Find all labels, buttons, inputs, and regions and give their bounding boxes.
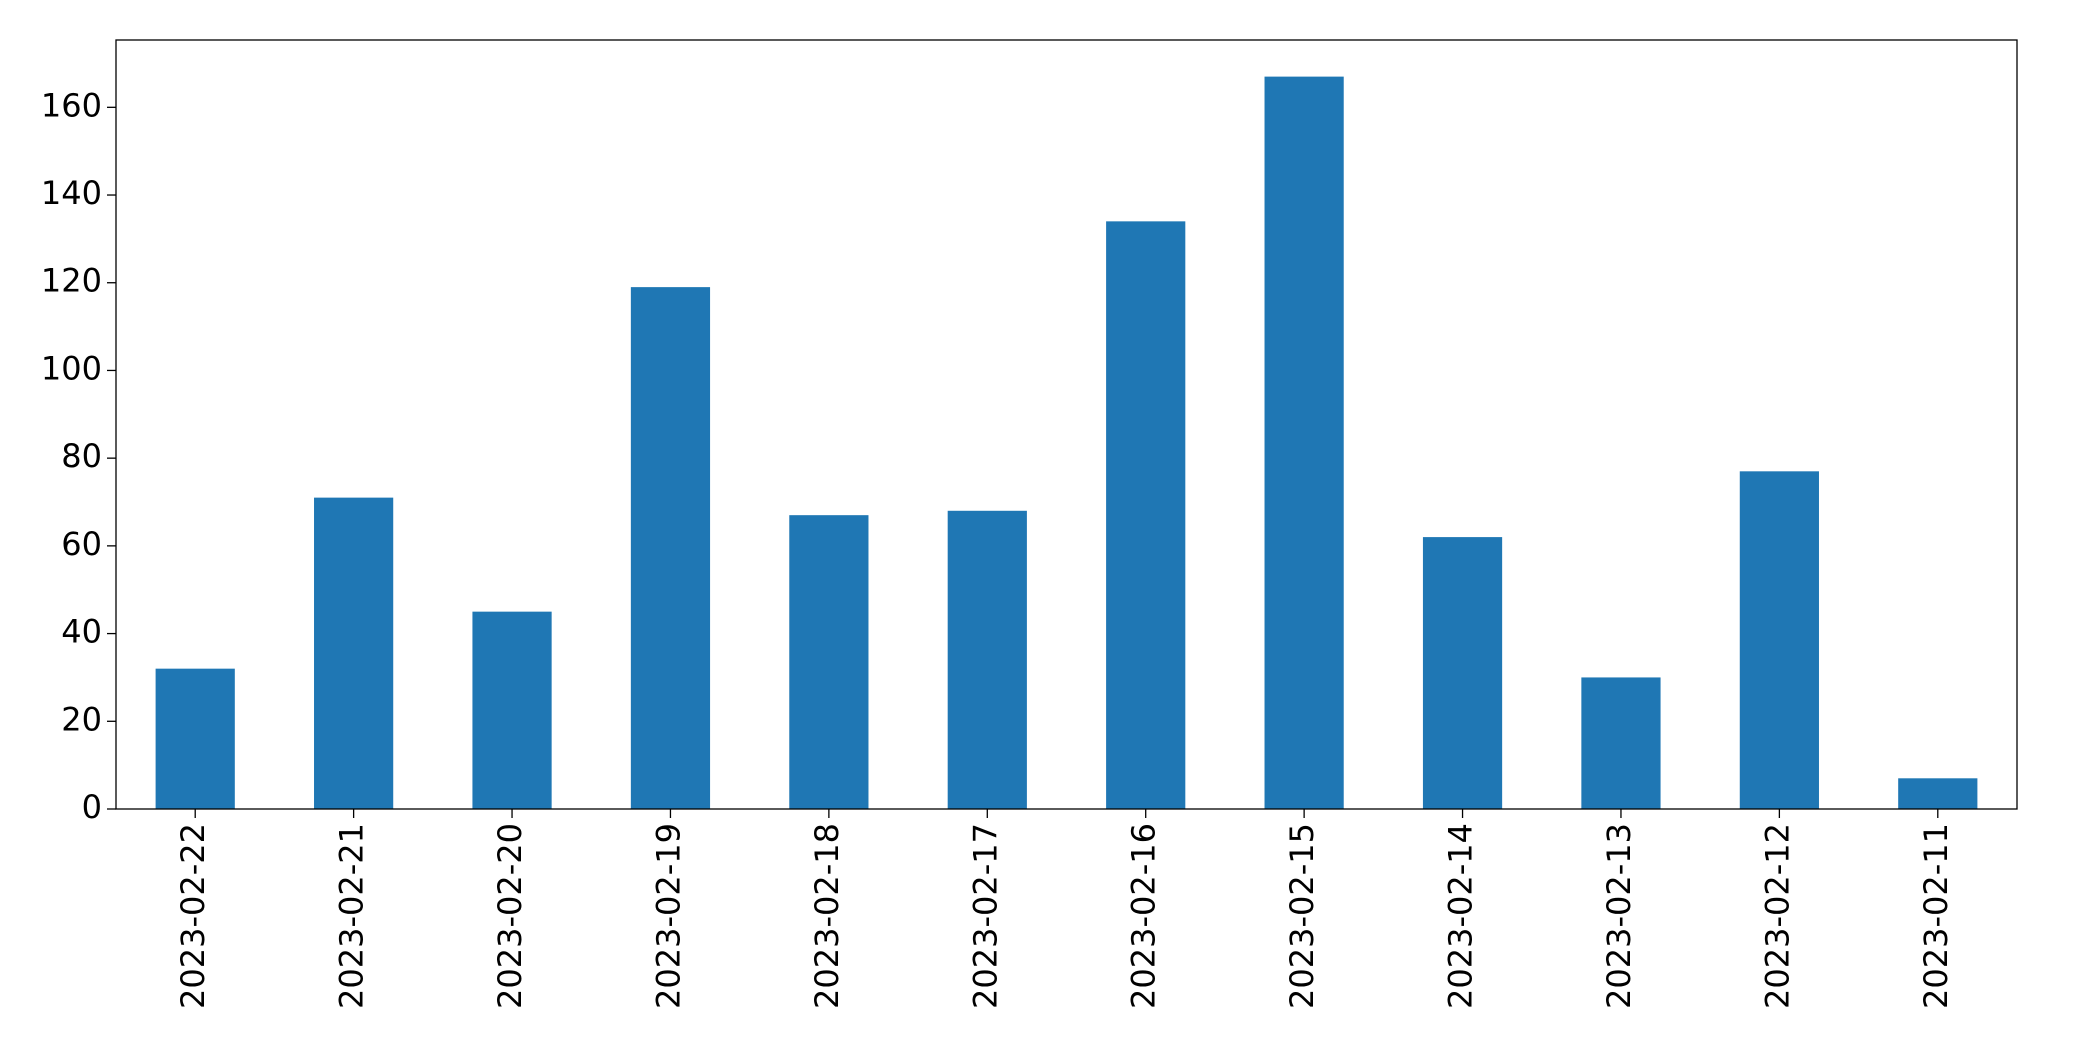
y-tick-label: 140 <box>41 174 102 212</box>
bar <box>1581 677 1661 809</box>
x-tick-label: 2023-02-21 <box>333 823 371 1009</box>
bar <box>1264 76 1344 810</box>
y-tick-label: 40 <box>61 613 102 651</box>
x-tick-label: 2023-02-16 <box>1125 823 1163 1009</box>
plot-frame <box>115 39 2018 810</box>
y-tick-label: 20 <box>61 700 102 738</box>
x-tick-label: 2023-02-11 <box>1917 823 1955 1009</box>
x-tick-label: 2023-02-20 <box>491 823 529 1009</box>
bar <box>1739 471 1819 809</box>
y-tick-label: 120 <box>41 262 102 300</box>
y-tick-label: 160 <box>41 86 102 124</box>
y-tick-label: 80 <box>61 437 102 475</box>
bar <box>155 668 235 809</box>
x-tick-label: 2023-02-19 <box>649 823 687 1009</box>
bar <box>1898 778 1978 809</box>
x-tick-label: 2023-02-13 <box>1600 823 1638 1009</box>
x-tick-label: 2023-02-14 <box>1442 823 1480 1009</box>
x-tick-label: 2023-02-17 <box>966 823 1004 1009</box>
y-tick-label: 100 <box>41 349 102 387</box>
y-tick-label: 0 <box>82 788 102 826</box>
bar <box>947 510 1027 809</box>
x-tick-label: 2023-02-22 <box>174 823 212 1009</box>
x-tick-label: 2023-02-18 <box>808 823 846 1009</box>
x-tick-label: 2023-02-12 <box>1758 823 1796 1009</box>
bar <box>314 497 394 809</box>
bar <box>630 287 711 809</box>
bar <box>472 611 552 809</box>
x-tick-label: 2023-02-15 <box>1283 823 1321 1009</box>
bar <box>1422 537 1503 809</box>
y-tick-label: 60 <box>61 525 102 563</box>
bar <box>1106 221 1186 809</box>
bar <box>789 515 869 809</box>
